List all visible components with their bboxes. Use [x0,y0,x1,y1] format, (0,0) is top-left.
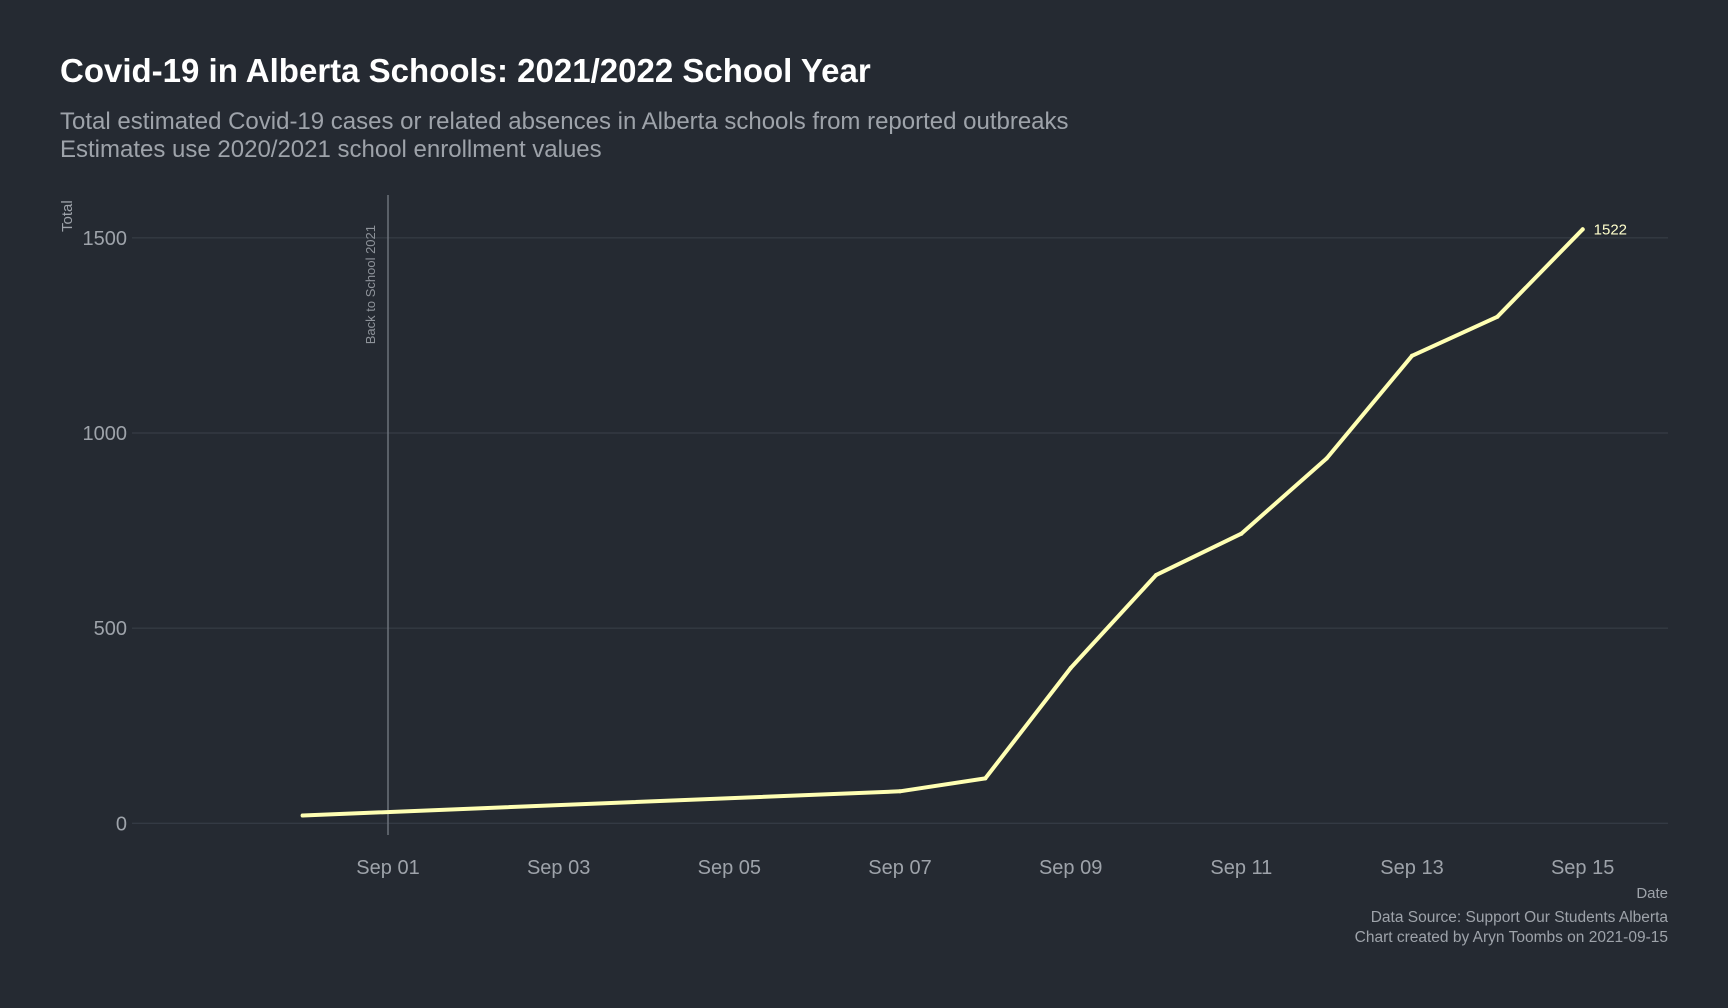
data-point [1580,227,1585,232]
caption-source: Data Source: Support Our Students Albert… [1370,909,1668,926]
data-point [1324,456,1329,461]
series-line [300,227,1585,818]
data-point [1239,531,1244,536]
x-tick-label: Sep 11 [1210,857,1272,879]
data-point [1410,353,1414,358]
data-point [1495,314,1500,319]
y-tick-label: 1000 [83,423,128,445]
x-tick-label: Sep 13 [1380,857,1443,879]
y-tick-label: 500 [94,618,127,640]
x-tick-labels: Sep 01 Sep 03 Sep 05 Sep 07 Sep 09 Sep 11 Sep … [356,857,1614,879]
subtitle-line-1: Total estimated Covid-19 cases or relate… [60,108,1069,135]
x-tick-label: Sep 09 [1039,857,1102,879]
x-tick-label: Sep 05 [698,857,761,879]
x-tick-label: Sep 01 [356,857,419,879]
y-axis-title: Total [59,200,76,232]
series-group: 1522 [300,221,1627,818]
chart-subtitle: Total estimated Covid-19 cases or relate… [60,108,1069,164]
data-point [898,789,902,794]
data-point [300,813,305,818]
subtitle-line-2: Estimates use 2020/2021 school enrollmen… [60,136,602,163]
data-point [983,776,988,781]
reference-line-group: Back to School 2021 [363,195,389,835]
y-tick-label: 1500 [83,228,128,250]
x-axis-title: Date [1636,885,1668,902]
chart-title: Covid-19 in Alberta Schools: 2021/2022 S… [60,52,871,89]
x-tick-label: Sep 07 [868,857,931,879]
y-tick-label: 0 [116,813,127,835]
x-tick-label: Sep 15 [1551,857,1614,879]
caption-credit: Chart created by Aryn Toombs on 2021-09-… [1354,929,1668,946]
y-tick-labels: 0 500 1000 1500 [83,228,128,835]
back-to-school-label: Back to School 2021 [363,225,378,344]
chart-caption: Data Source: Support Our Students Albert… [1355,908,1668,948]
x-tick-label: Sep 03 [527,857,590,879]
end-value-label: 1522 [1594,221,1627,238]
data-point [1068,665,1073,670]
data-point [1154,573,1158,578]
